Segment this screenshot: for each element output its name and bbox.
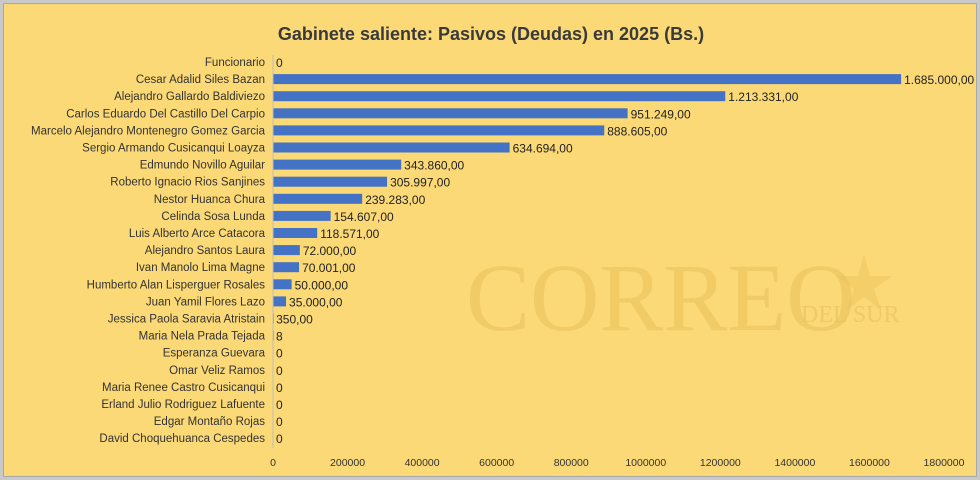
category-label: Edmundo Novillo Aguilar: [140, 160, 265, 172]
bars-layer: [273, 74, 902, 341]
data-label: 951.249,00: [631, 107, 691, 121]
category-label: Juan Yamil Flores Lazo: [146, 296, 265, 308]
data-label: 50.000,00: [295, 278, 349, 292]
category-label: Edgar Montaño Rojas: [154, 416, 265, 428]
data-label: 0: [276, 415, 283, 429]
data-label: 1.213.331,00: [728, 90, 798, 104]
x-tick-label: 400000: [405, 457, 440, 469]
category-label: Erland Julio Rodriguez Lafuente: [101, 399, 265, 411]
bar-chart: CORREO DEL SUR Funcionario 0 Cesar Adalid …: [31, 55, 975, 469]
category-label: Celinda Sosa Lunda: [161, 211, 265, 223]
category-label: Funcionario: [205, 57, 265, 69]
bar: [273, 125, 605, 136]
bar: [273, 245, 300, 256]
watermark-star-icon: [836, 254, 892, 310]
bar: [273, 91, 726, 102]
data-label: 343.860,00: [404, 159, 464, 173]
x-tick-label: 600000: [479, 457, 514, 469]
x-tick-label: 1200000: [700, 457, 741, 469]
data-label: 35.000,00: [289, 295, 343, 309]
x-tick-label: 200000: [330, 457, 365, 469]
chart-frame: CORREO DEL SUR Funcionario 0 Cesar Adalid …: [3, 3, 977, 477]
data-label: 888.605,00: [607, 124, 667, 138]
category-label: David Choquehuanca Cespedes: [99, 433, 265, 445]
data-label: 8: [276, 330, 283, 344]
bar: [273, 279, 292, 290]
data-label: 70.001,00: [302, 261, 356, 275]
bar: [273, 193, 363, 204]
category-label: Maria Renee Castro Cusicanqui: [102, 382, 265, 394]
data-label: 0: [276, 432, 283, 446]
category-label: Alejandro Santos Laura: [145, 245, 266, 257]
data-label: 72.000,00: [303, 244, 357, 258]
chart-title: Gabinete saliente: Pasivos (Deudas) en 2…: [277, 24, 705, 44]
data-label: 1.685.000,00: [904, 73, 974, 87]
bar: [273, 262, 300, 273]
bar: [273, 142, 510, 153]
category-label: Roberto Ignacio Rios Sanjines: [110, 177, 265, 189]
data-label: 154.607,00: [334, 210, 394, 224]
bar: [273, 176, 388, 187]
category-label: Esperanza Guevara: [163, 348, 266, 360]
category-label: Cesar Adalid Siles Bazan: [136, 74, 265, 86]
data-label: 350,00: [276, 313, 313, 327]
x-tick-label: 1400000: [774, 457, 815, 469]
data-label: 0: [276, 56, 283, 70]
category-label: Sergio Armando Cusicanqui Loayza: [82, 143, 265, 155]
bar: [273, 74, 902, 85]
data-label: 634.694,00: [513, 142, 573, 156]
category-label: Alejandro Gallardo Baldiviezo: [114, 91, 265, 103]
data-label: 0: [276, 364, 283, 378]
category-label: Omar Veliz Ramos: [169, 365, 265, 377]
data-label: 239.283,00: [365, 193, 425, 207]
bar: [273, 159, 402, 170]
labels-layer: Funcionario 0 Cesar Adalid Siles Bazan 1.68…: [31, 56, 974, 446]
bar: [273, 228, 318, 238]
category-label: Nestor Huanca Chura: [154, 194, 266, 206]
x-tick-label: 800000: [554, 457, 589, 469]
data-label: 0: [276, 398, 283, 412]
watermark-sub: DEL SUR: [801, 302, 899, 328]
category-label: Ivan Manolo Lima Magne: [136, 262, 265, 274]
x-tick-label: 1000000: [625, 457, 666, 469]
x-tick-label: 1600000: [849, 457, 890, 469]
data-label: 305.997,00: [390, 176, 450, 190]
data-label: 0: [276, 347, 283, 361]
category-label: Carlos Eduardo Del Castillo Del Carpio: [66, 108, 265, 120]
x-tick-label: 1800000: [924, 457, 965, 469]
bar: [273, 296, 287, 307]
data-label: 0: [276, 381, 283, 395]
category-label: Marcelo Alejandro Montenegro Gomez Garci…: [31, 125, 266, 137]
category-label: Luis Alberto Arce Catacora: [129, 228, 266, 240]
data-label: 118.571,00: [320, 227, 379, 241]
x-tick-label: 0: [270, 457, 276, 469]
watermark-main: CORREO: [466, 244, 855, 351]
category-label: Humberto Alan Lisperguer Rosales: [87, 279, 266, 291]
category-label: Jessica Paola Saravia Atristain: [108, 314, 265, 326]
watermark: CORREO DEL SUR: [466, 244, 899, 351]
x-axis: 0 200000 400000 600000 800000 1000000 1200000 1…: [270, 55, 965, 469]
bar: [273, 108, 628, 119]
category-label: Maria Nela Prada Tejada: [139, 331, 266, 343]
bar: [273, 210, 331, 221]
